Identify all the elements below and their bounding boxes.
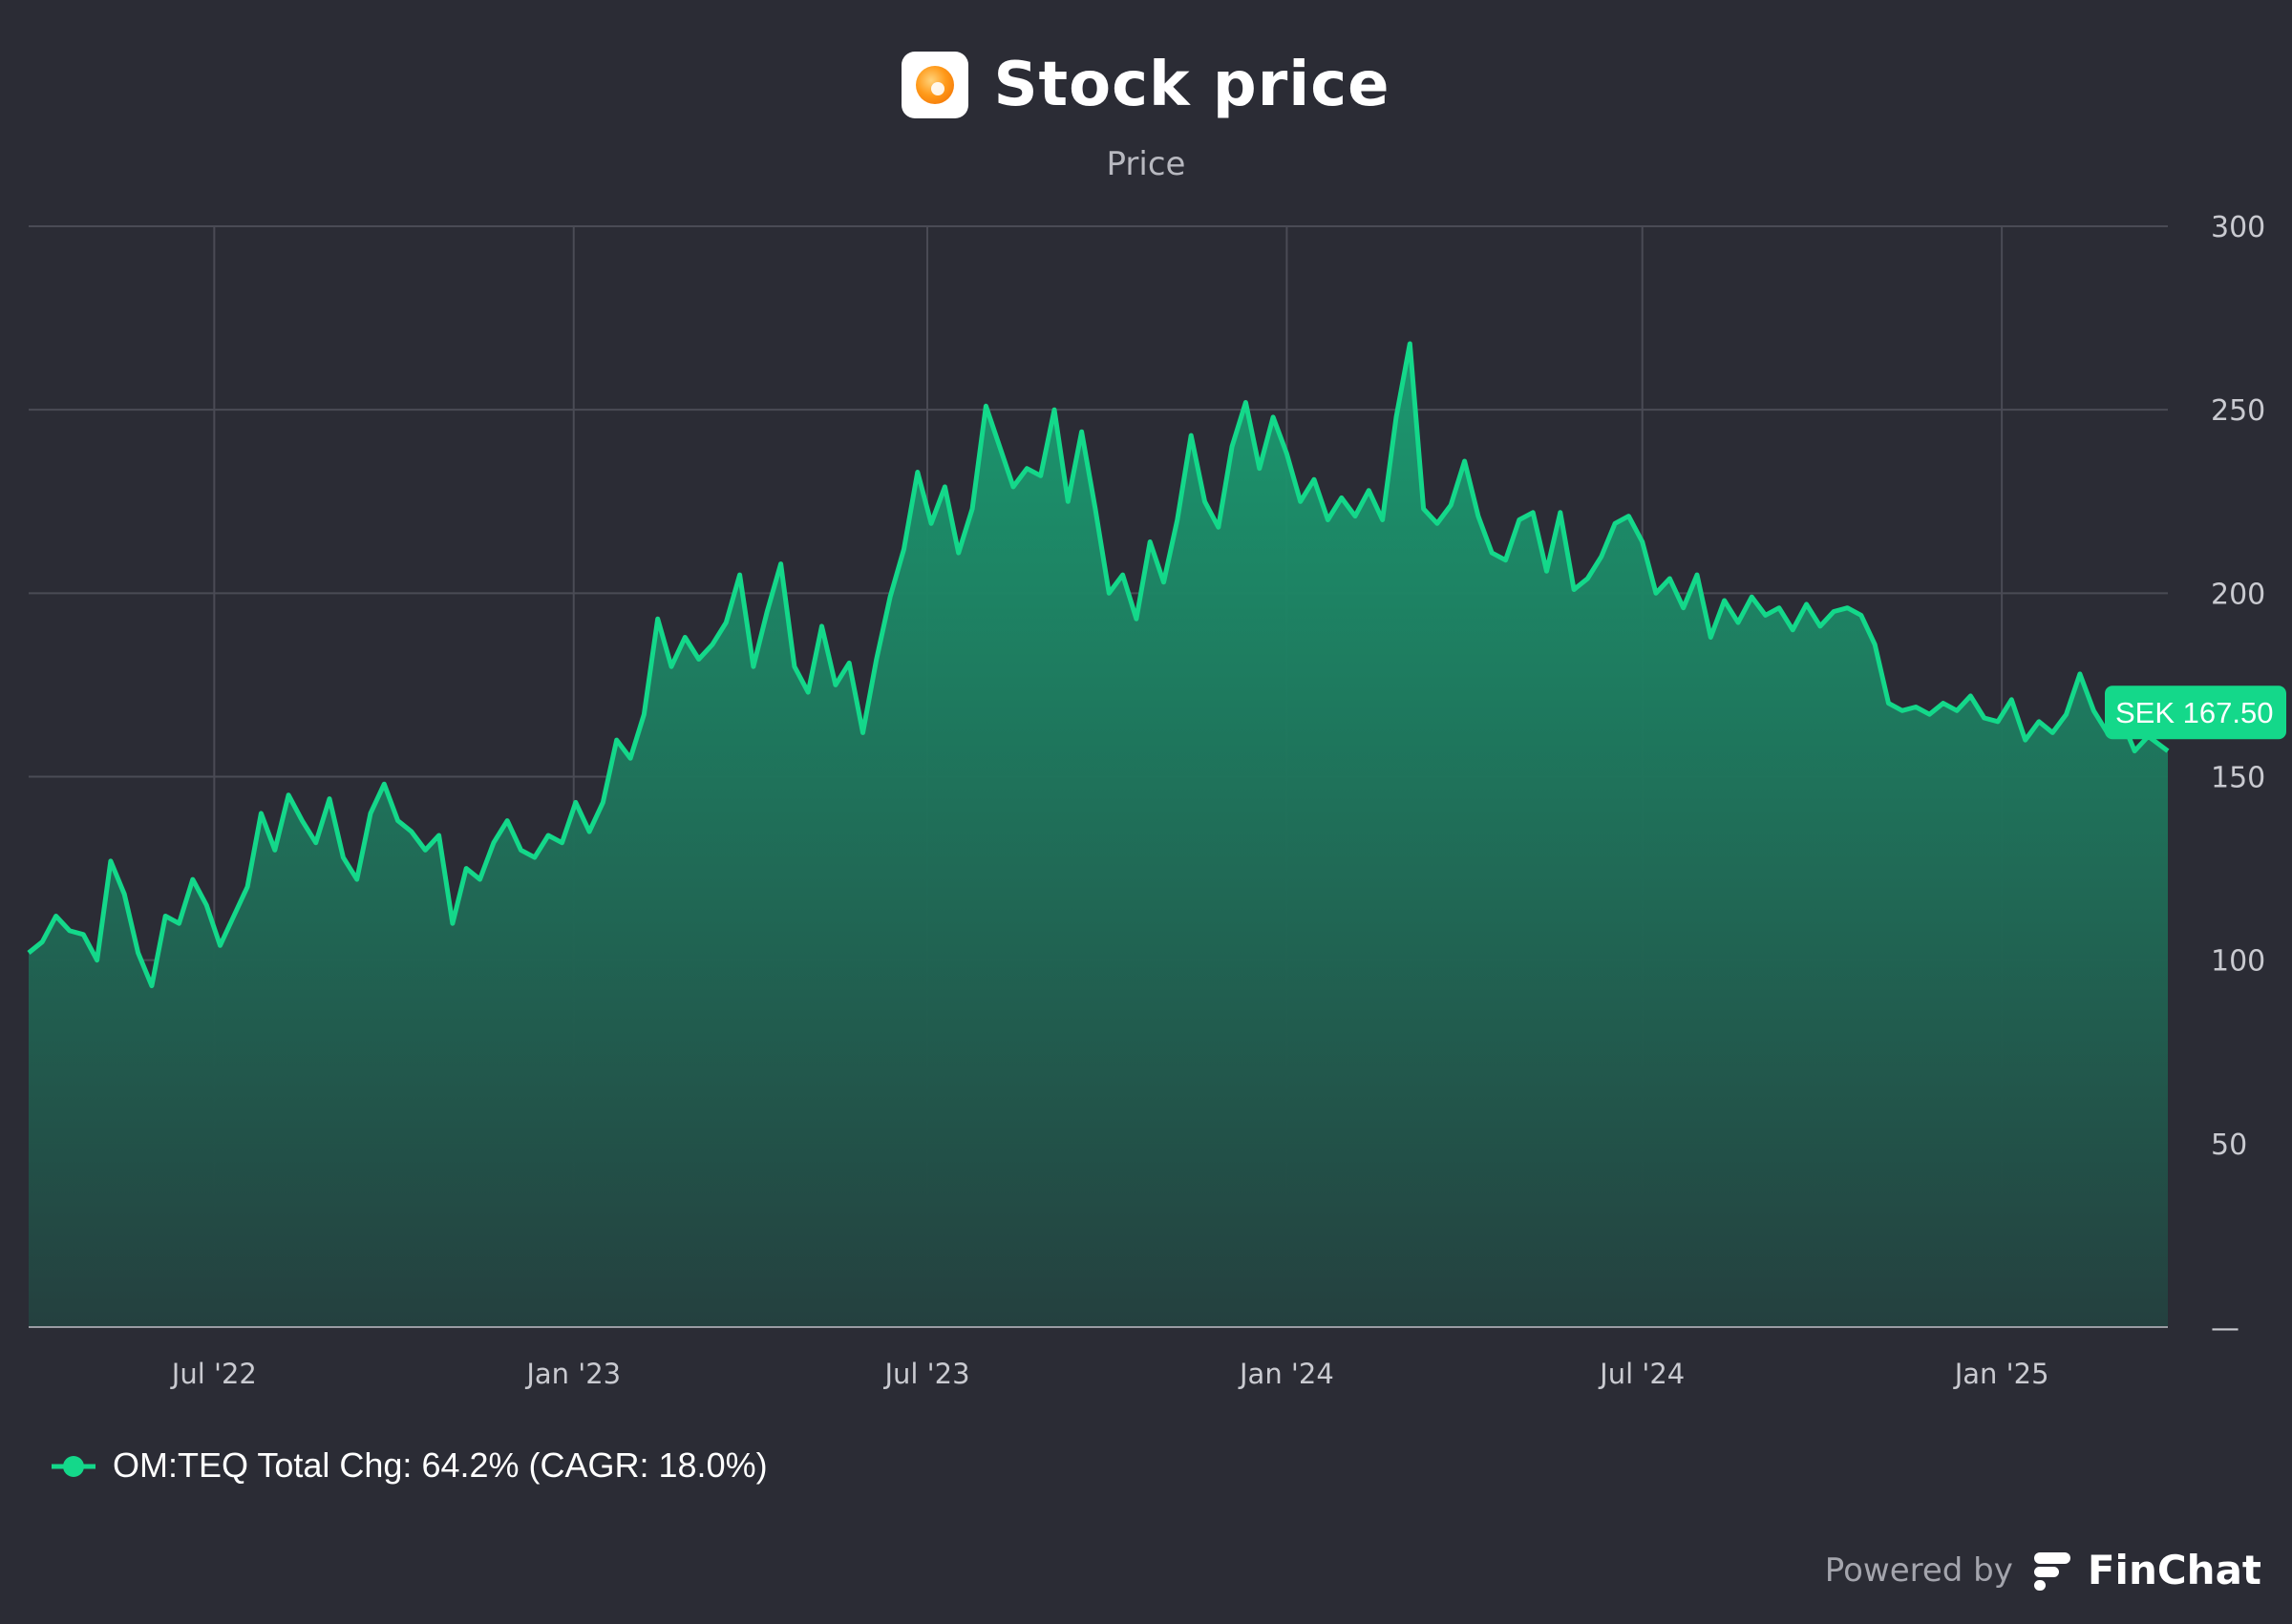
last-price-label: SEK 167.50 (2115, 696, 2273, 729)
x-tick-label: Jul '24 (1598, 1358, 1685, 1390)
series-marker-icon (52, 1456, 96, 1477)
x-tick-label: Jul '23 (882, 1358, 969, 1390)
y-tick-label: 150 (2211, 762, 2265, 795)
finchat-brand: FinChat (2087, 1547, 2261, 1593)
last-price-badge: SEK 167.50 (2105, 685, 2286, 740)
x-tick-label: Jan '25 (1953, 1358, 2049, 1390)
price-line[interactable] (27, 341, 2170, 989)
chart-subtitle: Price (1106, 145, 1186, 183)
powered-by[interactable]: Powered by FinChat (1825, 1547, 2261, 1593)
y-tick-label: 300 (2211, 211, 2265, 244)
orange-orb-icon (902, 52, 969, 118)
powered-by-label: Powered by (1824, 1550, 2013, 1590)
y-tick-label: 100 (2211, 945, 2265, 979)
x-tick-label: Jan '23 (524, 1358, 621, 1390)
x-tick-label: Jul '22 (170, 1358, 257, 1390)
y-tick-label: 50 (2211, 1128, 2247, 1162)
y-tick-label: 250 (2211, 394, 2265, 428)
x-tick-label: Jan '24 (1238, 1358, 1334, 1390)
x-axis: Jul '22 Jan '23 Jul '23 Jan '24 Jul '24 Jan '… (170, 1358, 2049, 1390)
chart-title: Stock price (993, 50, 1390, 120)
y-axis: 300 250 200 150 100 50 — (2211, 211, 2265, 1345)
y-tick-label: — (2211, 1312, 2239, 1345)
legend-label: OM:TEQ Total Chg: 64.2% (CAGR: 18.0%) (113, 1445, 768, 1485)
chart-legend[interactable]: OM:TEQ Total Chg: 64.2% (CAGR: 18.0%) (50, 1445, 768, 1486)
y-tick-label: 200 (2211, 578, 2265, 611)
chart-header: Stock price (0, 50, 2292, 120)
finchat-logo-icon (2033, 1551, 2070, 1591)
price-area (29, 344, 2168, 1327)
